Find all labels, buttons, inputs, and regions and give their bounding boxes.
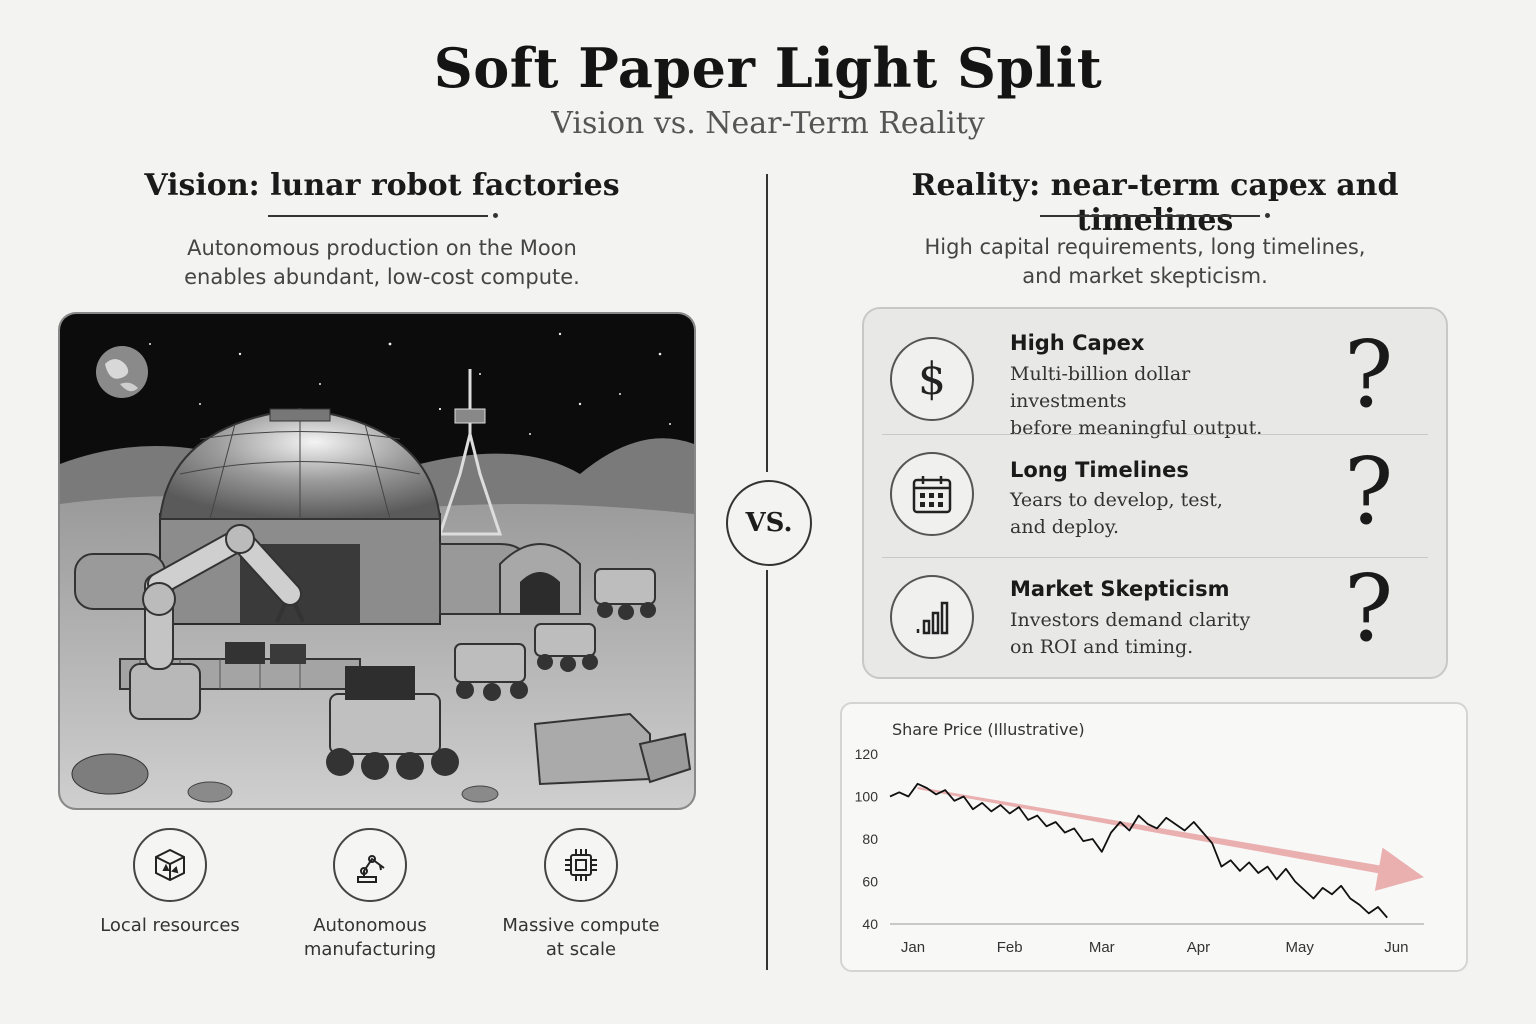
y-tick-label: 40 (862, 916, 878, 932)
x-tick-label: Mar (1089, 939, 1115, 956)
calendar-icon (890, 452, 974, 536)
reality-description: High capital requirements, long timeline… (924, 235, 1366, 288)
x-tick-label: Jun (1384, 939, 1408, 956)
feature-label: Local resources (100, 915, 240, 936)
challenge-description: Multi-billion dollar investments before m… (1010, 363, 1263, 439)
challenge-description: Investors demand clarity on ROI and timin… (1010, 609, 1251, 658)
y-tick-label: 120 (855, 746, 879, 762)
chart-title: Share Price (Illustrative) (892, 720, 1085, 739)
challenge-row-skepticism: Market Skepticism Investors demand clari… (882, 557, 1430, 677)
center-divider-top (766, 174, 768, 472)
robot-arm-icon (333, 828, 407, 902)
x-tick-label: May (1286, 939, 1315, 956)
challenge-row-capex: $ High Capex Multi-billion dollar invest… (882, 309, 1430, 439)
vs-badge: VS. (726, 480, 812, 566)
challenges-panel: $ High Capex Multi-billion dollar invest… (862, 307, 1448, 679)
cube-icon (133, 828, 207, 902)
challenge-title: High Capex (1010, 331, 1145, 355)
challenge-row-timelines: Long Timelines Years to develop, test, an… (882, 434, 1430, 554)
share-price-chart: Share Price (Illustrative) 120 100 80 60 40 J… (840, 702, 1468, 972)
y-tick-label: 100 (855, 789, 879, 805)
challenge-title: Market Skepticism (1010, 577, 1230, 601)
lunar-factory-illustration (58, 312, 696, 810)
x-tick-label: Apr (1187, 939, 1210, 956)
chip-icon (544, 828, 618, 902)
feature-label: Autonomous manufacturing (303, 915, 437, 960)
y-tick-label: 60 (862, 874, 878, 890)
bar-chart-icon (890, 575, 974, 659)
center-divider-bottom (766, 570, 768, 970)
dollar-icon: $ (890, 337, 974, 421)
x-tick-label: Feb (997, 939, 1023, 956)
vision-heading: Vision: lunar robot factories (144, 168, 620, 203)
downtrend-arrow (917, 786, 1424, 891)
row-separator (882, 434, 1428, 435)
feature-massive-compute: Massive compute at scale (481, 828, 681, 962)
vision-description: Autonomous production on the Moon enable… (184, 236, 580, 289)
vision-heading-underline (268, 213, 498, 218)
x-tick-label: Jan (901, 939, 925, 956)
reality-heading: Reality: near-term capex and timelines (911, 168, 1399, 238)
question-mark: ? (1344, 321, 1394, 428)
feature-label: Massive compute at scale (502, 915, 660, 960)
page-subtitle: Vision vs. Near-Term Reality (551, 106, 985, 141)
question-mark: ? (1344, 438, 1394, 545)
feature-local-resources: Local resources (70, 828, 270, 938)
question-mark: ? (1344, 555, 1394, 662)
y-tick-label: 80 (862, 831, 878, 847)
page-title: Soft Paper Light Split (433, 36, 1103, 100)
feature-autonomous-manufacturing: Autonomous manufacturing (270, 828, 470, 962)
share-price-line (889, 782, 1388, 919)
chart-plot: 120 100 80 60 40 Jan Feb Mar Apr May Jun (855, 746, 1424, 956)
row-separator (882, 557, 1428, 558)
reality-heading-underline (1040, 213, 1270, 218)
challenge-title: Long Timelines (1010, 458, 1189, 482)
challenge-description: Years to develop, test, and deploy. (1010, 489, 1223, 538)
